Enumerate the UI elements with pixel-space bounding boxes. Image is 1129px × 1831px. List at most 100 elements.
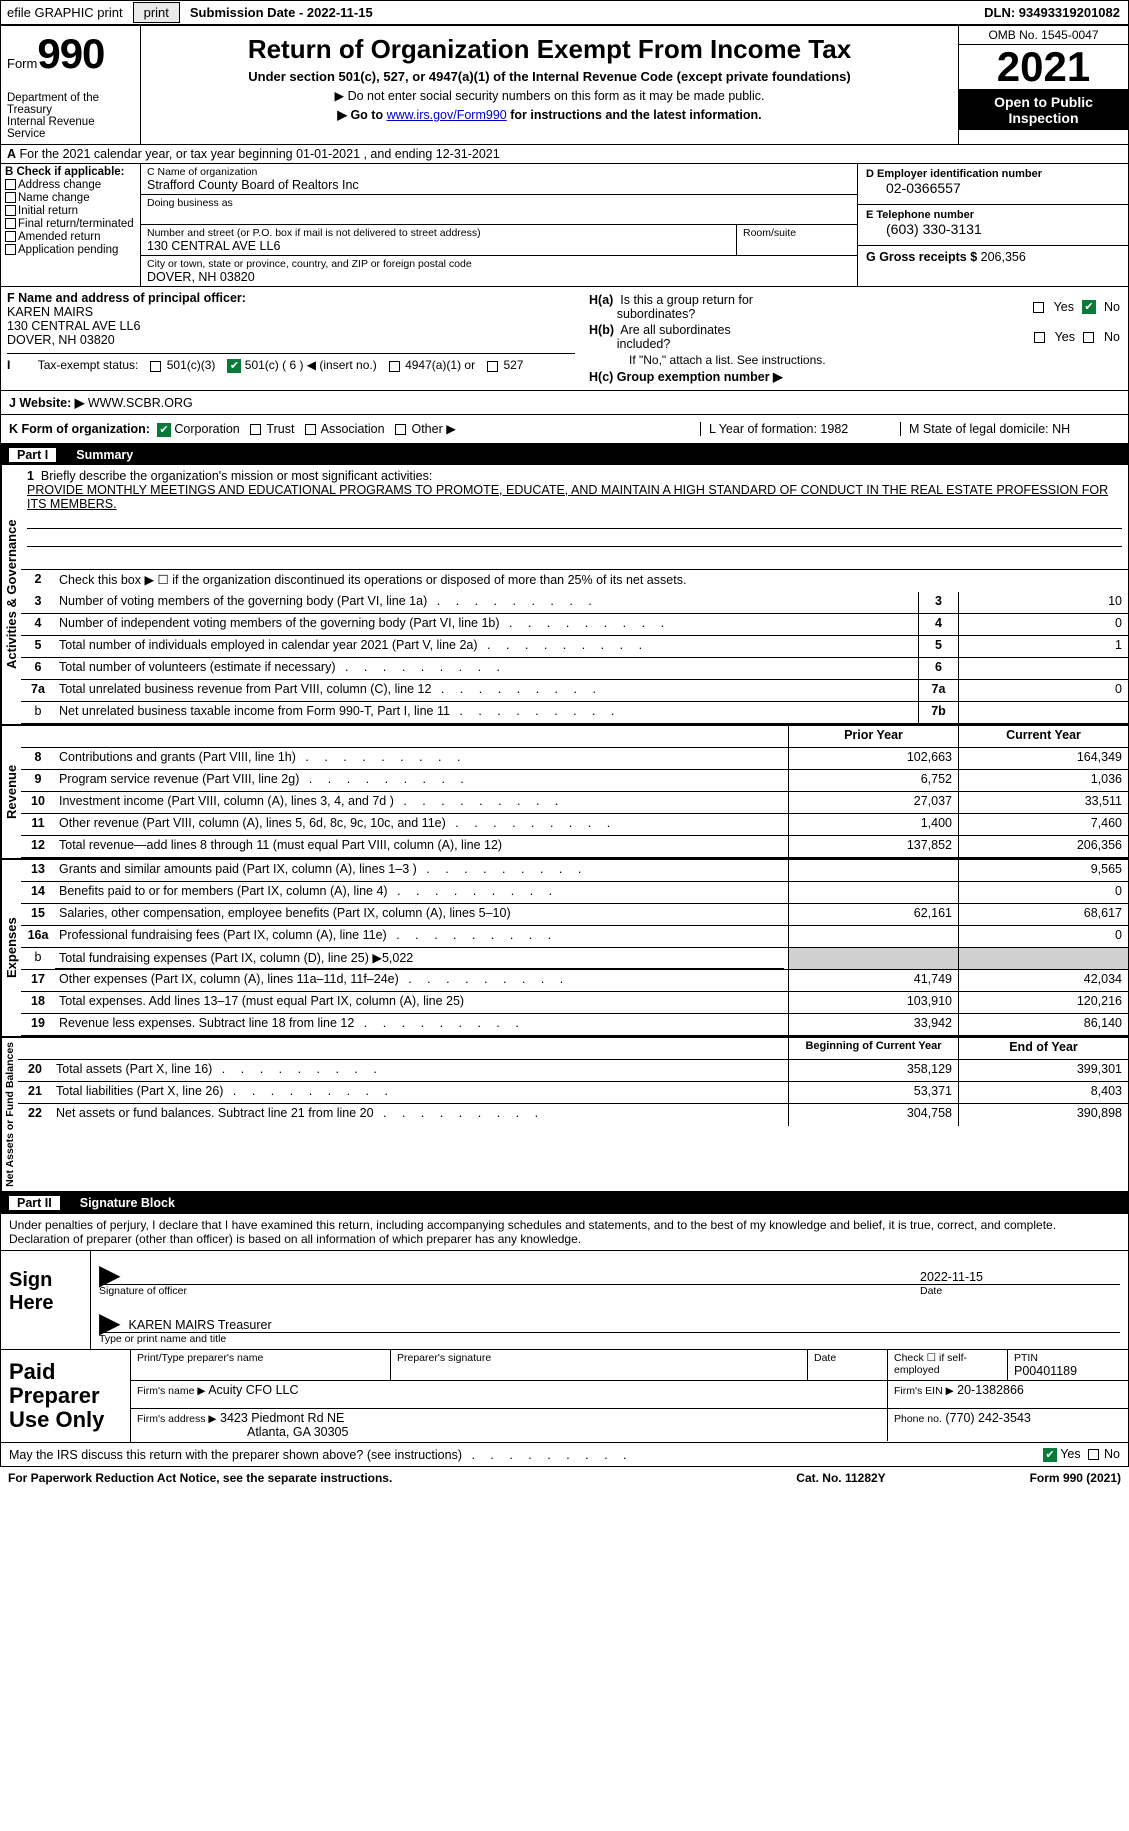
city: DOVER, NH 03820 bbox=[147, 270, 851, 284]
arrow-icon: ▶ bbox=[99, 1267, 121, 1284]
room-field: Room/suite bbox=[737, 225, 857, 255]
col-c: C Name of organization Strafford County … bbox=[141, 164, 858, 286]
sig-date: 2022-11-15 bbox=[920, 1270, 983, 1284]
phone-field: E Telephone number (603) 330-3131 bbox=[858, 205, 1128, 246]
dln-label: DLN: 93493319201082 bbox=[976, 5, 1128, 20]
chk-name[interactable]: Name change bbox=[5, 192, 136, 204]
signature-block: Under penalties of perjury, I declare th… bbox=[0, 1213, 1129, 1350]
line-7a: 7aTotal unrelated business revenue from … bbox=[21, 680, 1128, 702]
signer-name: KAREN MAIRS Treasurer bbox=[129, 1318, 272, 1332]
pp-row-2: Firm's name ▶ Acuity CFO LLC Firm's EIN … bbox=[131, 1381, 1128, 1409]
b-header: B Check if applicable: bbox=[5, 166, 136, 178]
gross-receipts: 206,356 bbox=[981, 250, 1026, 264]
side-expenses: Expenses bbox=[1, 860, 21, 1036]
officer-name: KAREN MAIRS bbox=[7, 305, 93, 319]
print-button[interactable]: print bbox=[133, 2, 180, 23]
col-d: D Employer identification number 02-0366… bbox=[858, 164, 1128, 286]
net-header: Beginning of Current Year End of Year bbox=[18, 1038, 1128, 1060]
side-revenue: Revenue bbox=[1, 726, 21, 858]
side-activities: Activities & Governance bbox=[1, 465, 21, 724]
line-15: 15Salaries, other compensation, employee… bbox=[21, 904, 1128, 926]
tax-status-row: I Tax-exempt status: 501(c)(3) ✔ 501(c) … bbox=[7, 353, 575, 373]
header-right: OMB No. 1545-0047 2021 Open to Public In… bbox=[958, 26, 1128, 144]
revenue-block: Revenue Prior Year Current Year 8Contrib… bbox=[0, 724, 1129, 858]
ptin: P00401189 bbox=[1014, 1364, 1122, 1378]
line-20: 20Total assets (Part X, line 16)358,1293… bbox=[18, 1060, 1128, 1082]
col-h: H(a) Is this a group return for subordin… bbox=[581, 287, 1128, 390]
check-icon: ✔ bbox=[157, 423, 171, 437]
row-a: A For the 2021 calendar year, or tax yea… bbox=[0, 144, 1129, 164]
line-9: 9Program service revenue (Part VIII, lin… bbox=[21, 770, 1128, 792]
firm-name: Acuity CFO LLC bbox=[208, 1383, 298, 1397]
chk-amended[interactable]: Amended return bbox=[5, 231, 136, 243]
part2-header: Part II Signature Block bbox=[0, 1193, 1129, 1213]
check-icon: ✔ bbox=[1082, 300, 1096, 314]
street: 130 CENTRAL AVE LL6 bbox=[147, 239, 730, 253]
state-domicile: M State of legal domicile: NH bbox=[900, 422, 1120, 436]
gross-field: G Gross receipts $ 206,356 bbox=[858, 246, 1128, 286]
netassets-block: Net Assets or Fund Balances Beginning of… bbox=[0, 1036, 1129, 1193]
line-17: 17Other expenses (Part IX, column (A), l… bbox=[21, 970, 1128, 992]
firm-ein: 20-1382866 bbox=[957, 1383, 1024, 1397]
form-number: Form990 bbox=[7, 30, 134, 78]
mission-text: PROVIDE MONTHLY MEETINGS AND EDUCATIONAL… bbox=[27, 483, 1108, 511]
inspection-label: Open to Public Inspection bbox=[959, 90, 1128, 130]
city-field: City or town, state or province, country… bbox=[141, 256, 857, 286]
row-k: K Form of organization: ✔ Corporation Tr… bbox=[0, 415, 1129, 445]
dept-label: Department of the Treasury bbox=[7, 92, 134, 116]
arrow-icon: ▶ bbox=[99, 1315, 121, 1332]
irs-label: Internal Revenue Service bbox=[7, 116, 134, 140]
line-16a: 16aProfessional fundraising fees (Part I… bbox=[21, 926, 1128, 948]
form-subtitle: Under section 501(c), 527, or 4947(a)(1)… bbox=[147, 69, 952, 84]
org-name-field: C Name of organization Strafford County … bbox=[141, 164, 857, 195]
line-3: 3Number of voting members of the governi… bbox=[21, 592, 1128, 614]
note-ssn: ▶ Do not enter social security numbers o… bbox=[147, 88, 952, 103]
part1-header: Part I Summary bbox=[0, 445, 1129, 465]
year-formation: L Year of formation: 1982 bbox=[700, 422, 900, 436]
ein-field: D Employer identification number 02-0366… bbox=[858, 164, 1128, 205]
line-10: 10Investment income (Part VIII, column (… bbox=[21, 792, 1128, 814]
website: WWW.SCBR.ORG bbox=[84, 396, 192, 410]
dba-field: Doing business as bbox=[141, 195, 857, 225]
pp-row-3: Firm's address ▶ 3423 Piedmont Rd NE Atl… bbox=[131, 1409, 1128, 1441]
declaration: Under penalties of perjury, I declare th… bbox=[1, 1214, 1128, 1250]
line-11: 11Other revenue (Part VIII, column (A), … bbox=[21, 814, 1128, 836]
irs-link[interactable]: www.irs.gov/Form990 bbox=[387, 108, 507, 122]
org-name: Strafford County Board of Realtors Inc bbox=[147, 178, 851, 192]
header-left: Form990 Department of the Treasury Inter… bbox=[1, 26, 141, 144]
form-footer: Form 990 (2021) bbox=[941, 1471, 1121, 1485]
header-mid: Return of Organization Exempt From Incom… bbox=[141, 26, 958, 144]
col-b: B Check if applicable: Address change Na… bbox=[1, 164, 141, 286]
phone: (603) 330-3131 bbox=[866, 221, 1120, 237]
pra-notice: For Paperwork Reduction Act Notice, see … bbox=[8, 1471, 741, 1485]
paid-prep-label: Paid Preparer Use Only bbox=[1, 1350, 131, 1443]
chk-address[interactable]: Address change bbox=[5, 179, 136, 191]
top-bar: efile GRAPHIC print print Submission Dat… bbox=[0, 0, 1129, 26]
rev-header: Prior Year Current Year bbox=[21, 726, 1128, 748]
street-field: Number and street (or P.O. box if mail i… bbox=[141, 225, 857, 256]
part1-body: Activities & Governance 1 Briefly descri… bbox=[0, 465, 1129, 724]
line-5: 5Total number of individuals employed in… bbox=[21, 636, 1128, 658]
section-bcd: B Check if applicable: Address change Na… bbox=[0, 164, 1129, 287]
check-icon: ✔ bbox=[227, 359, 241, 373]
line-21: 21Total liabilities (Part X, line 26)53,… bbox=[18, 1082, 1128, 1104]
line-13: 13Grants and similar amounts paid (Part … bbox=[21, 860, 1128, 882]
chk-pending[interactable]: Application pending bbox=[5, 244, 136, 256]
tax-year: 2021 bbox=[959, 45, 1128, 90]
form-title: Return of Organization Exempt From Incom… bbox=[147, 34, 952, 65]
line-1: 1 Briefly describe the organization's mi… bbox=[21, 465, 1128, 570]
footer: For Paperwork Reduction Act Notice, see … bbox=[0, 1467, 1129, 1489]
form-header: Form990 Department of the Treasury Inter… bbox=[0, 26, 1129, 144]
check-icon: ✔ bbox=[1043, 1448, 1057, 1462]
prep-phone: (770) 242-3543 bbox=[945, 1411, 1030, 1425]
line-14: 14Benefits paid to or for members (Part … bbox=[21, 882, 1128, 904]
sign-here-row: Sign Here ▶ Signature of officer 2022-11… bbox=[1, 1250, 1128, 1349]
chk-final[interactable]: Final return/terminated bbox=[5, 218, 136, 230]
line-2: 2Check this box ▶ ☐ if the organization … bbox=[21, 570, 1128, 592]
submission-date: Submission Date - 2022-11-15 bbox=[184, 5, 379, 20]
line-7b: bNet unrelated business taxable income f… bbox=[21, 702, 1128, 724]
chk-initial[interactable]: Initial return bbox=[5, 205, 136, 217]
note-link: ▶ Go to www.irs.gov/Form990 for instruct… bbox=[147, 107, 952, 122]
pp-row-1: Print/Type preparer's name Preparer's si… bbox=[131, 1350, 1128, 1381]
line-12: 12Total revenue—add lines 8 through 11 (… bbox=[21, 836, 1128, 858]
